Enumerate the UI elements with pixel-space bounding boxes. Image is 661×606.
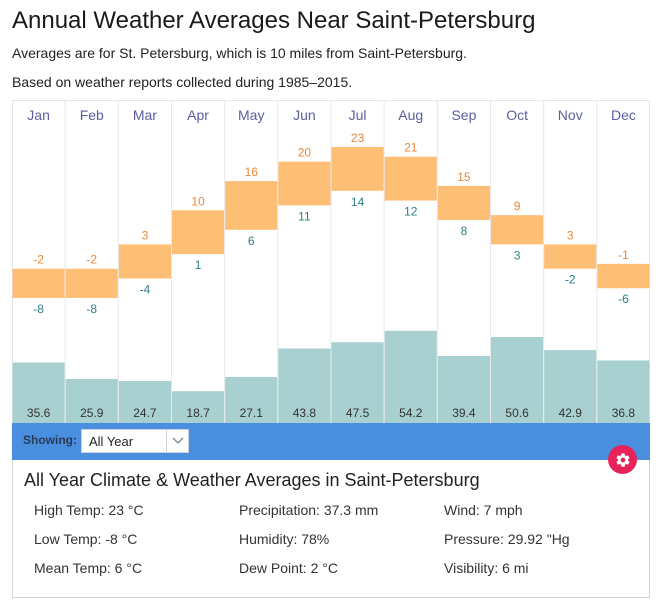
page-title: Annual Weather Averages Near Saint-Peter… [12, 7, 536, 34]
month-label: Aug [398, 107, 423, 123]
high-temp-label: -2 [33, 253, 44, 267]
precip-value-label: 36.8 [612, 406, 636, 420]
precip-value-label: 25.9 [80, 406, 104, 420]
temp-range-bar [437, 185, 490, 221]
precip-value-label: 18.7 [186, 406, 210, 420]
precip-bar [437, 356, 490, 423]
period-toolbar: Showing: All Year [12, 423, 650, 460]
low-temp-label: -8 [86, 302, 97, 316]
settings-button[interactable] [608, 445, 637, 474]
month-label: Jul [349, 107, 367, 123]
stat-low-temp: Low Temp: -8 °C [34, 531, 138, 547]
precip-bar [491, 336, 544, 423]
month-label: Dec [611, 107, 636, 123]
stat-visibility: Visibility: 6 mi [444, 560, 529, 576]
precip-value-label: 50.6 [505, 406, 529, 420]
stat-wind: Wind: 7 mph [444, 502, 523, 518]
stat-humidity: Humidity: 78% [239, 531, 330, 547]
high-temp-label: 20 [298, 146, 312, 160]
precip-value-label: 27.1 [240, 406, 264, 420]
low-temp-label: 1 [195, 258, 202, 272]
precip-bar [65, 378, 118, 423]
precip-bar [12, 362, 65, 423]
temp-range-bar [118, 244, 171, 279]
high-temp-label: 3 [567, 228, 574, 242]
low-temp-label: -2 [565, 273, 576, 287]
temp-range-bar [172, 210, 225, 255]
precip-value-label: 42.9 [559, 406, 583, 420]
low-temp-label: 12 [404, 205, 418, 219]
summary-title: All Year Climate & Weather Averages in S… [24, 470, 480, 490]
temp-range-bar [12, 268, 65, 298]
month-label: Feb [80, 107, 104, 123]
month-label: May [238, 107, 264, 123]
month-label: Nov [558, 107, 583, 123]
high-temp-label: -2 [86, 253, 97, 267]
temp-range-bar [278, 161, 331, 206]
period-select-value: All Year [89, 433, 134, 449]
stat-precipitation: Precipitation: 37.3 mm [239, 502, 379, 518]
temp-range-bar [65, 268, 118, 298]
chevron-down-icon[interactable] [166, 430, 188, 452]
low-temp-label: 3 [514, 248, 521, 262]
high-temp-label: 10 [191, 194, 205, 208]
precip-bar [172, 391, 225, 423]
high-temp-label: 3 [142, 228, 149, 242]
temp-range-bar [331, 146, 384, 191]
precip-bar [544, 350, 597, 423]
high-temp-label: 16 [245, 165, 259, 179]
month-label: Mar [133, 107, 157, 123]
temp-range-bar [491, 215, 544, 245]
high-temp-label: 21 [404, 141, 418, 155]
temp-range-bar [225, 181, 278, 230]
month-label: Oct [506, 107, 528, 123]
temp-range-bar [597, 263, 650, 289]
low-temp-label: 14 [351, 195, 365, 209]
precip-value-label: 54.2 [399, 406, 423, 420]
temp-range-bar [384, 156, 437, 201]
showing-label: Showing: [23, 433, 77, 447]
stat-high-temp: High Temp: 23 °C [34, 502, 144, 518]
climate-summary-card: All Year Climate & Weather Averages in S… [12, 460, 650, 598]
precip-value-label: 35.6 [27, 406, 51, 420]
precip-value-label: 24.7 [133, 406, 157, 420]
precip-bar [597, 360, 650, 423]
period-select[interactable]: All Year [81, 429, 189, 453]
low-temp-label: -4 [140, 282, 151, 296]
precip-bar [384, 330, 437, 423]
precip-bar [331, 342, 384, 423]
precip-value-label: 47.5 [346, 406, 370, 420]
high-temp-label: 9 [514, 199, 521, 213]
period-note: Based on weather reports collected durin… [12, 74, 353, 90]
precip-bar [118, 381, 171, 423]
temp-range-bar [544, 244, 597, 269]
precip-bar [225, 376, 278, 423]
high-temp-label: 23 [351, 131, 365, 145]
low-temp-label: 8 [461, 224, 468, 238]
precip-bar [278, 348, 331, 423]
low-temp-label: -6 [618, 292, 629, 306]
high-temp-label: -1 [618, 248, 629, 262]
low-temp-label: 6 [248, 234, 255, 248]
stat-mean-temp: Mean Temp: 6 °C [34, 560, 143, 576]
precip-value-label: 39.4 [452, 406, 476, 420]
location-note: Averages are for St. Petersburg, which i… [12, 45, 467, 61]
gear-icon [615, 452, 630, 467]
precip-value-label: 43.8 [293, 406, 317, 420]
low-temp-label: 11 [298, 209, 311, 223]
high-temp-label: 15 [457, 170, 471, 184]
stat-dew-point: Dew Point: 2 °C [239, 560, 338, 576]
month-label: Jun [293, 107, 316, 123]
low-temp-label: -8 [33, 302, 44, 316]
stat-pressure: Pressure: 29.92 "Hg [444, 531, 570, 547]
month-label: Sep [451, 107, 476, 123]
month-label: Apr [187, 107, 209, 123]
month-label: Jan [27, 107, 50, 123]
